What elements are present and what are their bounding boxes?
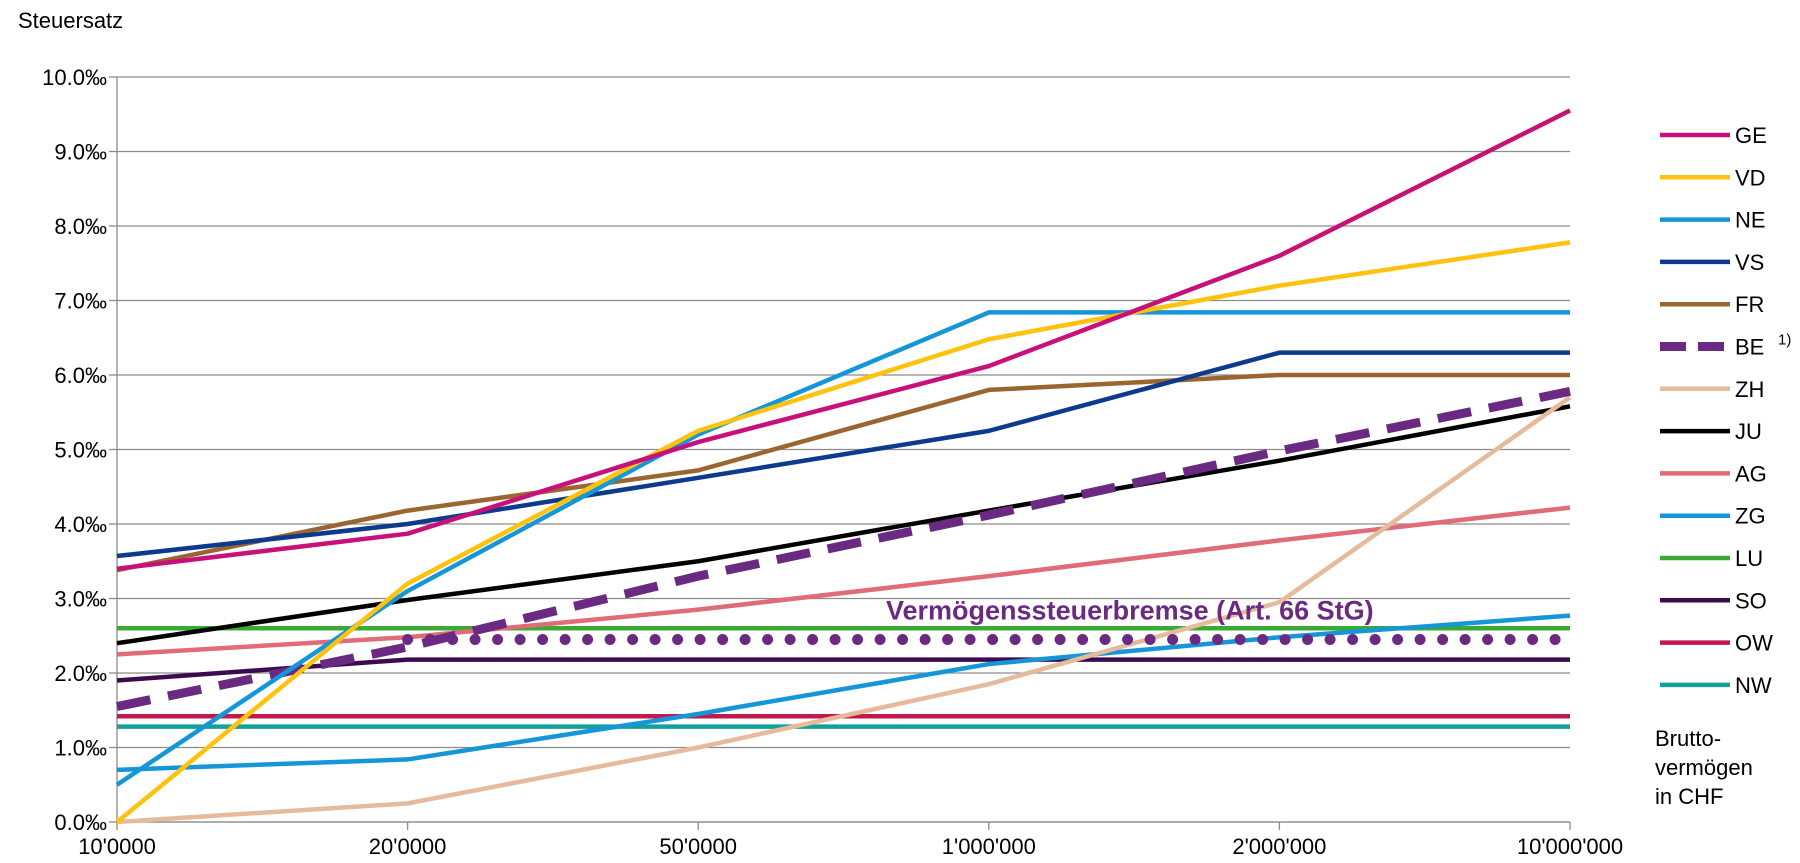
legend-label-zh: ZH (1735, 377, 1764, 402)
y-tick-labels: 0.0‰ 1.0‰ 2.0‰ 3.0‰ 4.0‰ 5.0‰ 6.0‰ 7.0‰ 8.0‰ 9.0‰… (42, 65, 107, 835)
y-tick-label: 4.0‰ (54, 512, 107, 537)
y-tick-label: 5.0‰ (54, 438, 107, 463)
x-axis-note-line: in CHF (1655, 784, 1724, 809)
y-tick-label: 0.0‰ (54, 810, 107, 835)
y-tick-label: 1.0‰ (54, 736, 107, 761)
x-tick-label: 1'000'000 (942, 834, 1036, 859)
y-tick-label: 3.0‰ (54, 587, 107, 612)
series-line-zg (116, 613, 1571, 773)
legend-label-nw: NW (1735, 673, 1772, 698)
legend-label-ne: NE (1735, 208, 1766, 233)
series-line-vs (116, 350, 1570, 559)
y-tick-label: 9.0‰ (54, 140, 107, 165)
series-line-ag (116, 505, 1571, 657)
legend-label-ju: JU (1735, 419, 1762, 444)
y-tick-label: 6.0‰ (54, 363, 107, 388)
legend-label-ow: OW (1735, 631, 1773, 656)
x-tick-labels: 10'0000 20'0000 50'0000 1'000'000 2'000'000 1… (78, 834, 1623, 859)
legend-label-vd: VD (1735, 165, 1766, 190)
x-tick-label: 10'0000 (78, 834, 156, 859)
series-lines (115, 108, 1572, 825)
legend-label-vs: VS (1735, 250, 1764, 275)
legend-label-fr: FR (1735, 292, 1764, 317)
y-tick-label: 10.0‰ (42, 65, 107, 90)
legend-label-lu: LU (1735, 546, 1763, 571)
legend: GE VD NE VS FR BE 1) ZH JU AG ZG LU SO OW NW (1660, 123, 1791, 698)
y-tick-label: 7.0‰ (54, 289, 107, 314)
series-line-be (116, 386, 1571, 711)
series-line-fr (116, 372, 1570, 573)
legend-label-so: SO (1735, 588, 1767, 613)
y-axis-title: Steuersatz (18, 8, 124, 33)
x-tick-label: 50'0000 (659, 834, 737, 859)
x-axis-note-line: Brutto- (1655, 726, 1722, 751)
legend-label-ag: AG (1735, 461, 1767, 486)
x-tick-label: 10'000'000 (1517, 834, 1623, 859)
legend-label-be: BE (1735, 335, 1764, 360)
y-tick-label: 2.0‰ (54, 661, 107, 686)
series-line-vd (115, 240, 1571, 824)
series-line-ge (116, 108, 1572, 571)
annotation-group: Vermögenssteuerbremse (Art. 66 StG) (402, 595, 1576, 645)
y-tick-label: 8.0‰ (54, 214, 107, 239)
series-line-ju (116, 404, 1571, 646)
legend-label-ge: GE (1735, 123, 1767, 148)
legend-superscript: 1) (1778, 332, 1791, 349)
legend-label-zg: ZG (1735, 504, 1766, 529)
annotation-label: Vermögenssteuerbremse (Art. 66 StG) (886, 595, 1374, 625)
series-line-so (116, 657, 1570, 683)
x-axis-note: Brutto- vermögen in CHF (1655, 724, 1753, 811)
x-tick-label: 2'000'000 (1232, 834, 1326, 859)
series-line-zh (116, 395, 1572, 825)
x-tick-label: 20'0000 (369, 834, 447, 859)
x-axis-note-line: vermögen (1655, 755, 1753, 780)
